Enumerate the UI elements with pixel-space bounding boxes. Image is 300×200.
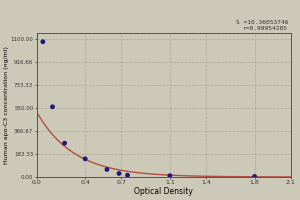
Point [125,174,130,177]
Y-axis label: Human apo-C3 concentration (ng/ml): Human apo-C3 concentration (ng/ml) [4,46,9,164]
Point [167,174,172,177]
Point [83,157,88,160]
Point [50,105,55,108]
Point [252,175,257,178]
Point [117,172,122,175]
Point [40,40,45,43]
Text: S =10.36053746
r=0.99954285: S =10.36053746 r=0.99954285 [236,20,288,31]
Point [105,168,110,171]
Point [62,142,67,145]
X-axis label: Optical Density: Optical Density [134,187,193,196]
